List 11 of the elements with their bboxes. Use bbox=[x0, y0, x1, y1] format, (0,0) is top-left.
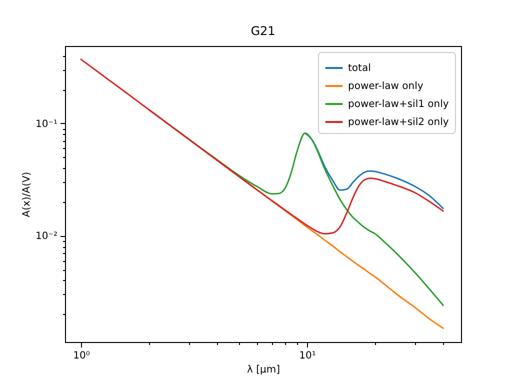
chart-title: G21 bbox=[250, 24, 276, 38]
legend-label: power-law only bbox=[348, 81, 424, 92]
y-axis-title: A(x)/A(V) bbox=[21, 172, 32, 218]
legend-label: power-law+sil2 only bbox=[348, 117, 449, 128]
y-tick-label: 10⁻¹ bbox=[35, 118, 58, 130]
x-axis-title: λ [μm] bbox=[246, 364, 280, 376]
x-tick-label: 10⁰ bbox=[73, 350, 90, 362]
legend-label: power-law+sil1 only bbox=[348, 99, 449, 110]
x-tick-label: 10¹ bbox=[299, 350, 316, 362]
legend-label: total bbox=[348, 63, 371, 74]
y-tick-label: 10⁻² bbox=[35, 231, 58, 242]
